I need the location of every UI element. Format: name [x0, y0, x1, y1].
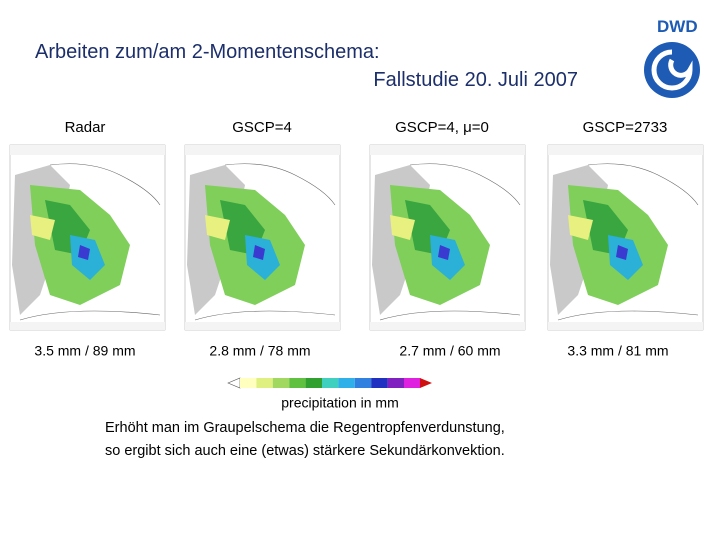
conclusion: Erhöht man im Graupelschema die Regentro… — [105, 420, 505, 436]
panel-label: GSCP=4 — [232, 119, 292, 136]
colorbar-swatch — [240, 378, 257, 388]
panel-stats: 2.8 mm / 78 mm — [209, 343, 310, 359]
logo-text: DWD — [657, 17, 698, 36]
logo: DWD — [644, 17, 700, 98]
map-image — [369, 144, 526, 331]
conclusion: so ergibt sich auch eine (etwas) stärker… — [105, 443, 505, 459]
colorbar-swatch — [404, 378, 421, 388]
title: Fallstudie 20. Juli 2007 — [373, 69, 578, 91]
colorbar-label: precipitation in mm — [281, 395, 399, 411]
panel-label: GSCP=2733 — [583, 119, 668, 136]
colorbar-swatch — [256, 378, 273, 388]
panel-stats: 3.5 mm / 89 mm — [34, 343, 135, 359]
colorbar-swatch — [272, 378, 290, 388]
panel-label: Radar — [65, 119, 106, 136]
title: Arbeiten zum/am 2-Momentenschema: — [35, 41, 380, 63]
colorbar-swatch — [322, 378, 339, 388]
panel-stats: 3.3 mm / 81 mm — [567, 343, 668, 359]
panel-label: GSCP=4, μ=0 — [395, 119, 489, 136]
colorbar-swatch — [354, 378, 372, 388]
map-image — [184, 144, 341, 331]
logo-swirl — [651, 49, 693, 91]
colorbar-swatch — [387, 378, 404, 388]
colorbar-swatch — [371, 378, 388, 388]
colorbar-swatch — [289, 378, 306, 388]
map-image — [9, 144, 166, 331]
panel-stats: 2.7 mm / 60 mm — [399, 343, 500, 359]
colorbar — [227, 377, 432, 389]
colorbar-swatch — [305, 378, 322, 388]
map-image — [547, 144, 704, 331]
colorbar-swatch — [338, 378, 355, 388]
